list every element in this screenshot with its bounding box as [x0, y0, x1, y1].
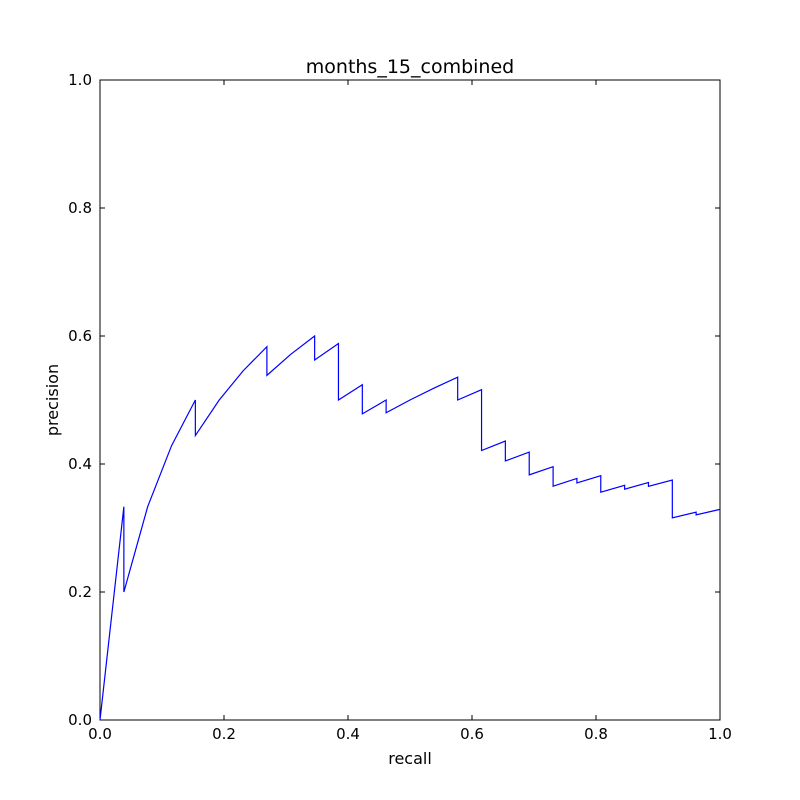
y-tick-label: 0.4 — [68, 455, 92, 473]
series-line — [99, 334, 721, 721]
y-tick-label: 0.2 — [68, 583, 92, 601]
x-tick-label: 0.4 — [336, 725, 360, 743]
y-tick-label: 0.8 — [68, 199, 92, 217]
y-axis-ticks: 0.0 0.2 0.4 0.6 0.8 1.0 — [68, 71, 720, 729]
y-axis-label: precision — [43, 364, 62, 436]
y-tick-label: 0.0 — [68, 711, 92, 729]
x-tick-label: 0.2 — [212, 725, 236, 743]
y-tick-label: 0.6 — [68, 327, 92, 345]
x-axis-ticks: 0.0 0.2 0.4 0.6 0.8 1.0 — [88, 80, 732, 743]
x-tick-label: 0.6 — [460, 725, 484, 743]
x-tick-label: 1.0 — [708, 725, 732, 743]
plot-area-frame — [99, 79, 721, 721]
y-tick-label: 1.0 — [68, 71, 92, 89]
x-axis-label: recall — [388, 749, 432, 768]
x-tick-label: 0.8 — [584, 725, 608, 743]
x-tick-label: 0.0 — [88, 725, 112, 743]
chart-title: months_15_combined — [306, 56, 514, 78]
